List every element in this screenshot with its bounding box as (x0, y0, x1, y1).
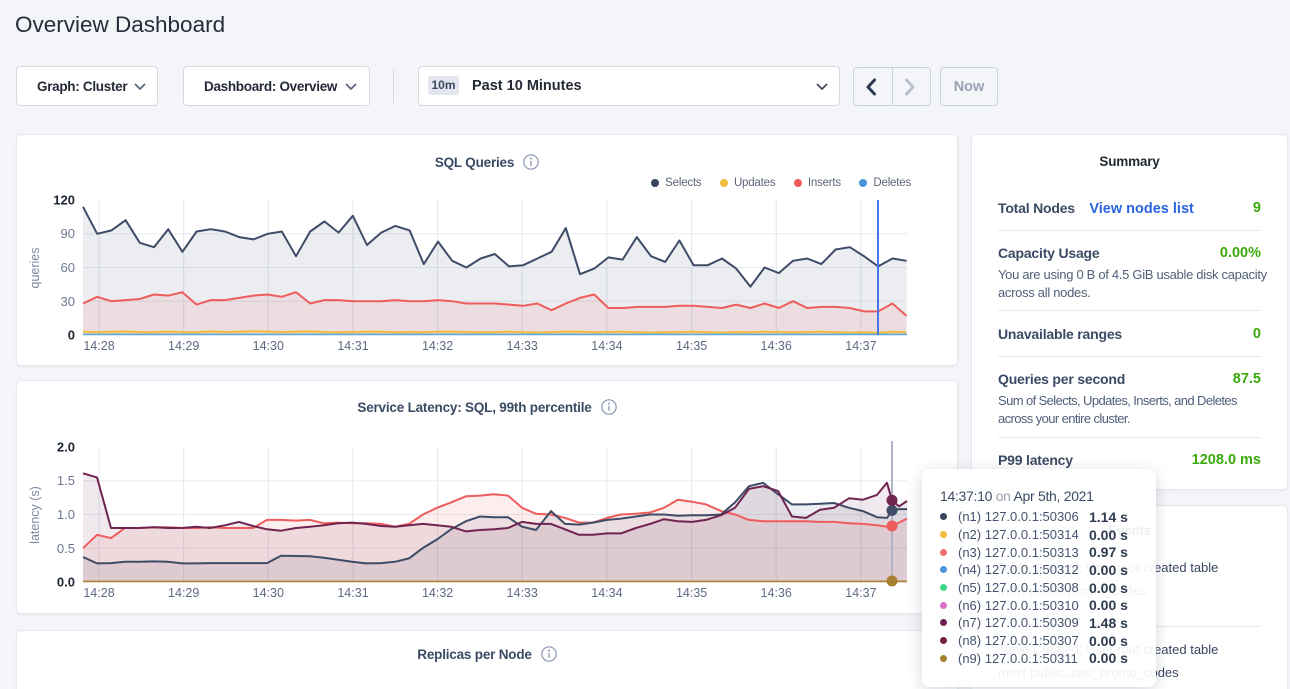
svg-text:1.5: 1.5 (57, 473, 75, 488)
svg-text:14:30: 14:30 (253, 586, 284, 600)
svg-text:14:36: 14:36 (761, 586, 792, 600)
svg-text:14:37: 14:37 (845, 586, 876, 600)
svg-text:2.0: 2.0 (57, 440, 75, 455)
svg-text:14:29: 14:29 (168, 339, 199, 353)
svg-text:14:36: 14:36 (761, 339, 792, 353)
svg-text:14:35: 14:35 (676, 339, 707, 353)
svg-text:0.0: 0.0 (57, 575, 75, 590)
svg-text:120: 120 (53, 193, 75, 208)
svg-text:0: 0 (68, 328, 75, 343)
svg-text:30: 30 (61, 294, 75, 309)
svg-text:1.0: 1.0 (57, 507, 75, 522)
svg-text:14:31: 14:31 (337, 339, 368, 353)
svg-text:latency (s): latency (s) (28, 486, 42, 544)
svg-text:14:28: 14:28 (83, 586, 114, 600)
svg-text:14:28: 14:28 (83, 339, 114, 353)
svg-text:queries: queries (28, 248, 42, 289)
svg-text:14:29: 14:29 (168, 586, 199, 600)
svg-text:14:30: 14:30 (253, 339, 284, 353)
svg-text:14:31: 14:31 (337, 586, 368, 600)
svg-text:14:32: 14:32 (422, 586, 453, 600)
svg-text:14:34: 14:34 (591, 339, 622, 353)
svg-text:90: 90 (61, 226, 75, 241)
svg-text:60: 60 (61, 260, 75, 275)
svg-text:14:37: 14:37 (845, 339, 876, 353)
svg-text:0.5: 0.5 (57, 541, 75, 556)
svg-text:14:34: 14:34 (591, 586, 622, 600)
svg-text:14:33: 14:33 (507, 586, 538, 600)
svg-text:14:33: 14:33 (507, 339, 538, 353)
svg-text:14:35: 14:35 (676, 586, 707, 600)
svg-text:14:32: 14:32 (422, 339, 453, 353)
